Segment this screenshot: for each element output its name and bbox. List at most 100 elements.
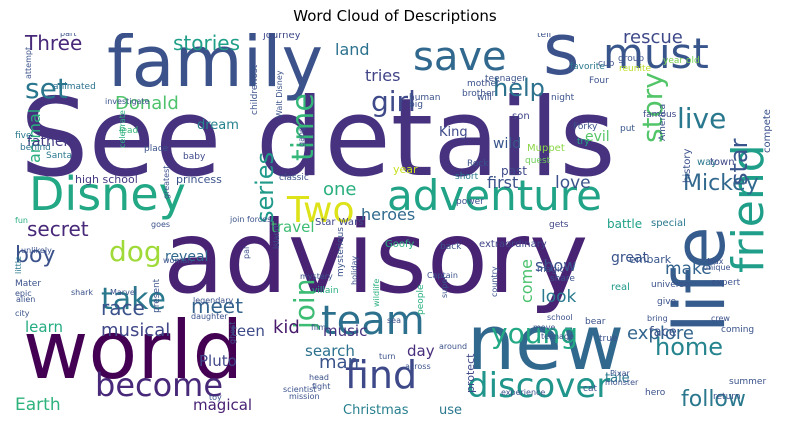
word-cloud: See details advisory world new family life s Di… <box>15 33 775 417</box>
word-save: save <box>413 34 507 80</box>
word-music: music <box>323 322 368 340</box>
word-night: night <box>551 93 575 103</box>
word-pluto: Pluto <box>199 352 237 370</box>
word-brother: brother <box>462 89 496 99</box>
word-love: love <box>555 173 591 193</box>
word-place: place <box>144 144 169 154</box>
word-woman: woman <box>163 256 193 265</box>
word-around: around <box>439 342 468 351</box>
word-hero: hero <box>645 388 666 398</box>
word-become: become <box>95 366 224 404</box>
word-quest: quest <box>525 156 551 166</box>
word-star-wars: Star Wars <box>315 217 364 228</box>
word-santa: Santa <box>46 151 72 161</box>
word-meet: meet <box>191 294 243 318</box>
word-cat: cat <box>583 384 597 394</box>
word-pixar: Pixar <box>610 369 630 378</box>
word-series: series <box>251 151 279 223</box>
word-children: children <box>250 78 260 115</box>
word-max: Max <box>707 257 724 266</box>
word-king: King <box>439 125 468 140</box>
word-musical: musical <box>101 320 171 341</box>
word-move: move <box>533 323 556 332</box>
word-see-details: See details <box>20 76 616 201</box>
word-try: try <box>577 137 590 147</box>
word-year-old: year old <box>663 56 700 66</box>
word-son: son <box>512 111 530 122</box>
word-three: Three <box>25 33 83 55</box>
word-country: country <box>490 266 499 297</box>
word-back: back <box>440 242 462 252</box>
word-earth: Earth <box>15 395 61 415</box>
word-group: group <box>618 54 645 64</box>
word-experience: experience <box>501 388 546 397</box>
word-take: take <box>101 282 166 317</box>
word-crew: crew <box>711 314 730 323</box>
word-favorite: favorite <box>570 62 605 72</box>
word-adventure: adventure <box>387 171 602 220</box>
word-fun: fun <box>15 216 28 225</box>
word-island: island <box>272 225 281 249</box>
word-donald: Donald <box>115 93 179 114</box>
word-holiday: holiday <box>350 255 359 285</box>
word-monster: monster <box>605 378 639 387</box>
word-discover: discover <box>467 366 611 406</box>
word-family: family <box>107 33 324 103</box>
word-high-school: high school <box>75 173 138 186</box>
word-big: big <box>409 100 423 110</box>
word-learn: learn <box>25 318 63 336</box>
word-young: young <box>491 317 578 350</box>
word-s: s <box>543 33 580 91</box>
word-man: man <box>319 352 359 373</box>
word-animated: animated <box>53 82 96 92</box>
word-epic: epic <box>15 289 32 298</box>
word-special: special <box>651 218 686 229</box>
word-kid: kid <box>273 317 300 338</box>
word-shark: shark <box>71 288 94 297</box>
word-one: one <box>323 179 357 200</box>
word-goofy: Goofy <box>385 239 415 250</box>
word-teenager: teenager <box>485 74 526 84</box>
word-bring: bring <box>647 314 668 323</box>
word-legendary: legendary <box>193 296 234 305</box>
word-use: use <box>439 403 463 417</box>
word-lead: lead <box>119 126 139 136</box>
word-face: face <box>649 325 677 340</box>
word-come: come <box>517 258 536 303</box>
word-stories: stories <box>173 33 241 55</box>
word-history: history <box>682 148 693 183</box>
word-bear: bear <box>585 317 606 327</box>
word-return: return <box>713 392 741 402</box>
word-put: put <box>620 124 635 134</box>
word-tale: tale <box>605 371 630 386</box>
word-human: human <box>409 93 441 103</box>
word-marvel: Marvel <box>110 288 137 297</box>
word-goes: goes <box>151 220 171 229</box>
word-share: share <box>550 274 575 284</box>
word-will: will <box>477 93 492 103</box>
word-set: set <box>25 72 68 105</box>
word-tell: tell <box>537 33 552 40</box>
word-girl: girl <box>371 85 416 118</box>
word-mission: mission <box>289 392 320 401</box>
word-sea: sea <box>387 316 401 325</box>
word-reunite: reunite <box>619 64 652 74</box>
word-baby: baby <box>183 152 206 162</box>
word-help: help <box>493 74 545 102</box>
word-two: Two <box>287 190 355 231</box>
word-rock: Rock <box>467 159 489 169</box>
word-across: across <box>405 362 431 371</box>
word-gang: gang <box>297 126 306 147</box>
word-mother: mother <box>467 79 500 89</box>
word-muppet: Muppet <box>527 143 565 154</box>
word-live: live <box>677 102 727 135</box>
word-home: home <box>655 333 724 361</box>
word-power: power <box>456 197 484 207</box>
word-people: people <box>416 284 426 315</box>
word-first: first <box>487 173 519 192</box>
word-mystery: mystery <box>300 272 333 281</box>
word-true: true <box>599 334 618 344</box>
word-advisory: advisory <box>163 199 589 316</box>
word-search: search <box>305 342 355 360</box>
word-five: five <box>15 131 32 141</box>
